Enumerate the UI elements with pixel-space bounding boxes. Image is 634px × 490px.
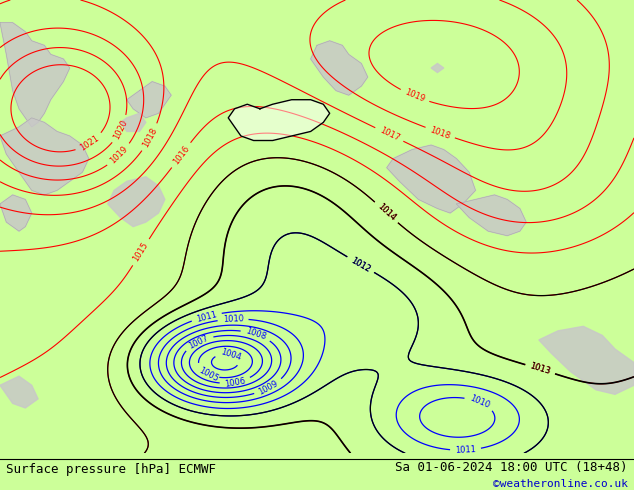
Text: 1010: 1010: [468, 394, 491, 411]
Polygon shape: [387, 145, 476, 213]
Text: 1004: 1004: [219, 347, 242, 362]
Text: 1005: 1005: [197, 366, 219, 383]
Text: 1010: 1010: [223, 314, 243, 324]
Text: Sa 01-06-2024 18:00 UTC (18+48): Sa 01-06-2024 18:00 UTC (18+48): [395, 462, 628, 474]
Text: ©weatheronline.co.uk: ©weatheronline.co.uk: [493, 480, 628, 490]
Text: 1006: 1006: [224, 376, 247, 389]
Text: 1013: 1013: [529, 362, 552, 377]
Text: 1007: 1007: [187, 333, 210, 350]
Text: 1014: 1014: [375, 202, 397, 223]
Text: 1016: 1016: [171, 144, 191, 166]
Text: Surface pressure [hPa] ECMWF: Surface pressure [hPa] ECMWF: [6, 463, 216, 476]
Polygon shape: [127, 81, 171, 118]
Polygon shape: [0, 23, 70, 127]
Polygon shape: [311, 41, 368, 95]
Text: 1012: 1012: [349, 255, 372, 274]
Text: 1009: 1009: [257, 379, 280, 396]
Polygon shape: [120, 113, 146, 131]
Text: 1011: 1011: [195, 310, 218, 323]
Polygon shape: [539, 326, 634, 394]
Polygon shape: [0, 195, 32, 231]
Polygon shape: [456, 195, 526, 236]
Text: 1014: 1014: [375, 202, 397, 223]
Text: 1018: 1018: [429, 125, 451, 141]
Text: 1017: 1017: [378, 126, 401, 143]
Text: 1008: 1008: [244, 327, 268, 342]
Text: 1012: 1012: [349, 255, 372, 274]
Polygon shape: [431, 63, 444, 73]
Text: 1015: 1015: [132, 241, 150, 264]
Polygon shape: [228, 100, 330, 141]
Text: 1021: 1021: [78, 134, 101, 153]
Text: 1019: 1019: [403, 88, 426, 104]
Polygon shape: [0, 118, 89, 195]
Text: 1018: 1018: [141, 126, 159, 149]
Text: 1019: 1019: [108, 145, 130, 166]
Text: 1013: 1013: [529, 362, 552, 377]
Text: 1020: 1020: [112, 118, 129, 141]
Polygon shape: [0, 376, 38, 408]
Polygon shape: [108, 177, 165, 226]
Text: 1011: 1011: [455, 445, 476, 455]
